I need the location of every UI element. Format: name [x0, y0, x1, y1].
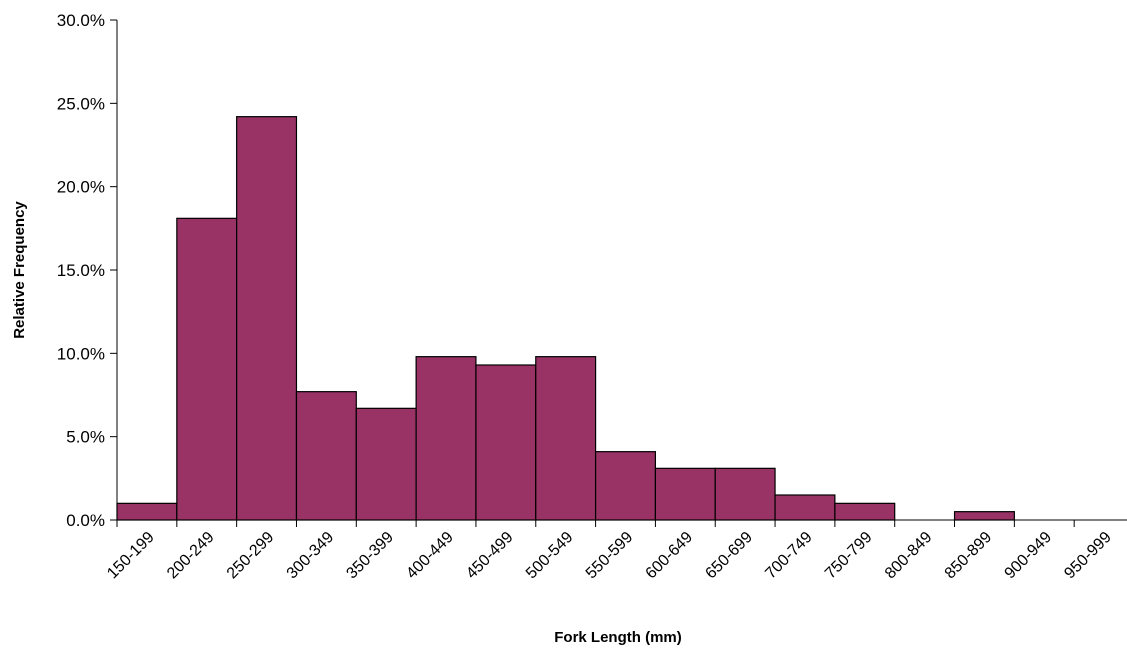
bar-250-299 — [236, 116, 298, 521]
x-tick-label: 400-449 — [403, 529, 457, 583]
x-tick-label: 800-849 — [882, 529, 936, 583]
x-tick-label: 750-799 — [822, 529, 876, 583]
y-tick-label: 10.0% — [57, 344, 105, 363]
bar-200-249 — [176, 217, 238, 521]
x-tick-label: 850-899 — [942, 529, 996, 583]
x-axis-title: Fork Length (mm) — [554, 629, 682, 646]
bar-750-799 — [834, 502, 896, 521]
x-tick-label: 350-399 — [343, 529, 397, 583]
x-axis-ticks: 150-199 200-249 250-299 300-349 350-399 400-4… — [104, 520, 1115, 583]
x-tick-label: 450-499 — [463, 529, 517, 583]
x-tick-label: 200-249 — [164, 529, 218, 583]
x-tick-label: 650-699 — [702, 529, 756, 583]
bar-600-649 — [654, 467, 716, 521]
x-tick-label: 700-749 — [762, 529, 816, 583]
x-tick-label: 300-349 — [284, 529, 338, 583]
bar-150-199 — [116, 502, 178, 521]
x-tick-label: 950-999 — [1061, 529, 1115, 583]
x-tick-label: 150-199 — [104, 529, 158, 583]
bar-550-599 — [594, 451, 657, 521]
bar-700-749 — [774, 494, 836, 521]
y-tick-label: 25.0% — [57, 94, 105, 113]
bars — [116, 116, 1015, 521]
axes — [116, 20, 1127, 521]
y-axis-title: Relative Frequency — [11, 201, 28, 339]
bar-350-399 — [355, 407, 417, 521]
bar-450-499 — [475, 364, 537, 521]
x-tick-label: 250-299 — [224, 529, 278, 583]
bar-400-449 — [415, 356, 477, 521]
bar-650-699 — [714, 467, 776, 521]
x-tick-label: 600-649 — [643, 529, 697, 583]
x-tick-label: 500-549 — [523, 529, 577, 583]
bar-850-899 — [953, 511, 1015, 521]
x-tick-label: 900-949 — [1002, 529, 1056, 583]
y-axis-ticks: 0.0% 5.0% 10.0% 15.0% 20.0% 25.0% 30.0% — [57, 11, 117, 530]
y-tick-label: 20.0% — [57, 178, 105, 197]
y-tick-label: 15.0% — [57, 261, 105, 280]
bar-500-549 — [535, 356, 597, 521]
y-tick-label: 0.0% — [66, 511, 105, 530]
y-tick-label: 5.0% — [66, 428, 105, 447]
y-tick-label: 30.0% — [57, 11, 105, 30]
x-tick-label: 550-599 — [583, 529, 637, 583]
bar-300-349 — [295, 391, 357, 521]
